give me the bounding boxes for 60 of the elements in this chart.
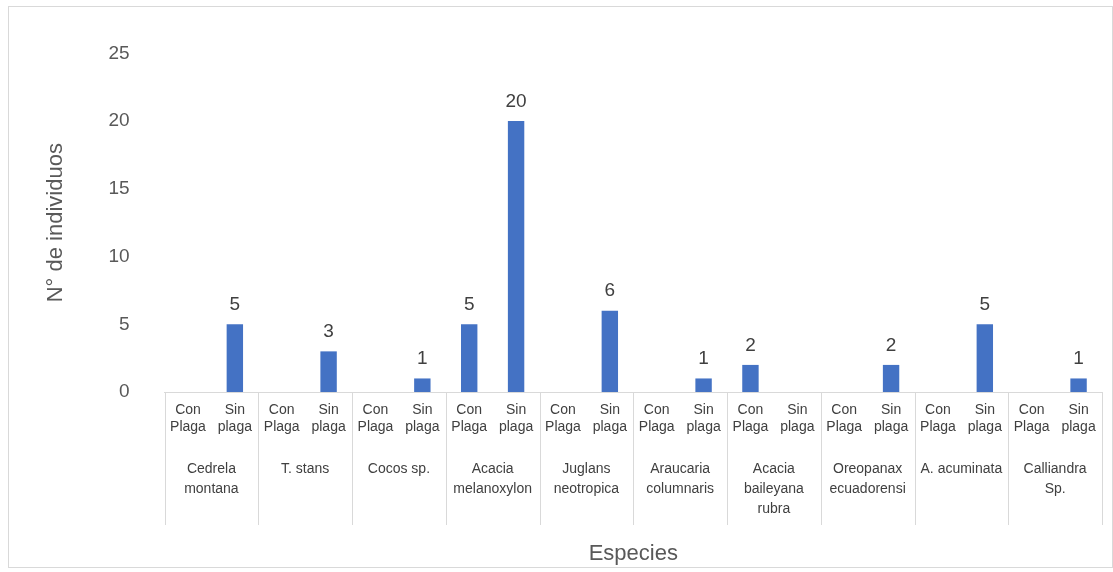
y-tick-label: 10 [108, 244, 130, 266]
text: Cocos sp. [367, 459, 431, 476]
bar [882, 364, 900, 392]
y-tick-label: 15 [108, 177, 130, 199]
x-tick-label: Con Plaga [732, 401, 769, 435]
x-tick-label: Sin plaga [873, 401, 909, 435]
data-label: 5 [979, 293, 991, 315]
bar [695, 378, 712, 392]
bar [601, 310, 619, 392]
y-axis-title: N° de individuos [42, 143, 68, 303]
x-tick-label: Sin plaga [311, 401, 346, 435]
x-tick-label: Con Plaga [826, 401, 863, 435]
bar [226, 324, 244, 392]
data-label: 6 [604, 279, 616, 301]
x-axis-title: Especies [588, 539, 678, 565]
x-tick-label: Sin plaga [967, 401, 1003, 435]
y-tick-label: 5 [118, 312, 130, 334]
data-label: 1 [698, 347, 709, 369]
bar [320, 351, 337, 392]
x-tick-label: Con Plaga [545, 401, 582, 435]
x-tick-label: Sin plaga [217, 401, 253, 435]
x-tick-label: Sin plaga [780, 401, 815, 435]
data-label: 20 [505, 89, 527, 111]
text: T. stans [281, 459, 330, 476]
data-label: 3 [323, 320, 334, 342]
x-tick-label: Con Plaga [451, 401, 488, 435]
text: Araucaria columnaris [646, 459, 714, 496]
bar [1070, 378, 1087, 392]
data-label: 5 [463, 293, 475, 315]
y-tick-label: 0 [118, 380, 130, 402]
x-tick-label: Sin plaga [405, 401, 440, 435]
bar [976, 324, 994, 392]
x-tick-label: Con Plaga [638, 401, 675, 435]
x-tick-label: Sin plaga [1061, 401, 1096, 435]
x-tick-label: Sin plaga [592, 401, 628, 435]
bar [414, 378, 431, 392]
bar [507, 121, 525, 392]
bar [461, 324, 478, 392]
text: Acacia melanoxylon [453, 459, 532, 496]
text: Juglans neotropica [553, 459, 620, 496]
text: A. acuminata [920, 459, 1003, 476]
x-tick-label: Con Plaga [1013, 401, 1050, 435]
text: Cedrela montana [184, 459, 239, 496]
data-label: 1 [1073, 347, 1084, 369]
text: Acacia baileyana rubra [743, 459, 805, 516]
text: Oreopanax ecuadorensi [829, 459, 906, 496]
x-tick-label: Sin plaga [498, 401, 534, 435]
x-tick-label: Con Plaga [357, 401, 394, 435]
x-tick-label: Con Plaga [263, 401, 300, 435]
y-tick-label: 20 [108, 109, 130, 131]
text: Calliandra Sp. [1023, 459, 1087, 496]
data-label: 5 [229, 293, 241, 315]
data-label: 2 [885, 333, 897, 355]
data-label: 1 [417, 347, 428, 369]
y-tick-label: 25 [108, 41, 130, 63]
bar [742, 364, 759, 392]
data-label: 2 [745, 333, 756, 355]
x-tick-label: Con Plaga [920, 401, 957, 435]
x-tick-label: Sin plaga [686, 401, 721, 435]
x-tick-label: Con Plaga [170, 401, 207, 435]
